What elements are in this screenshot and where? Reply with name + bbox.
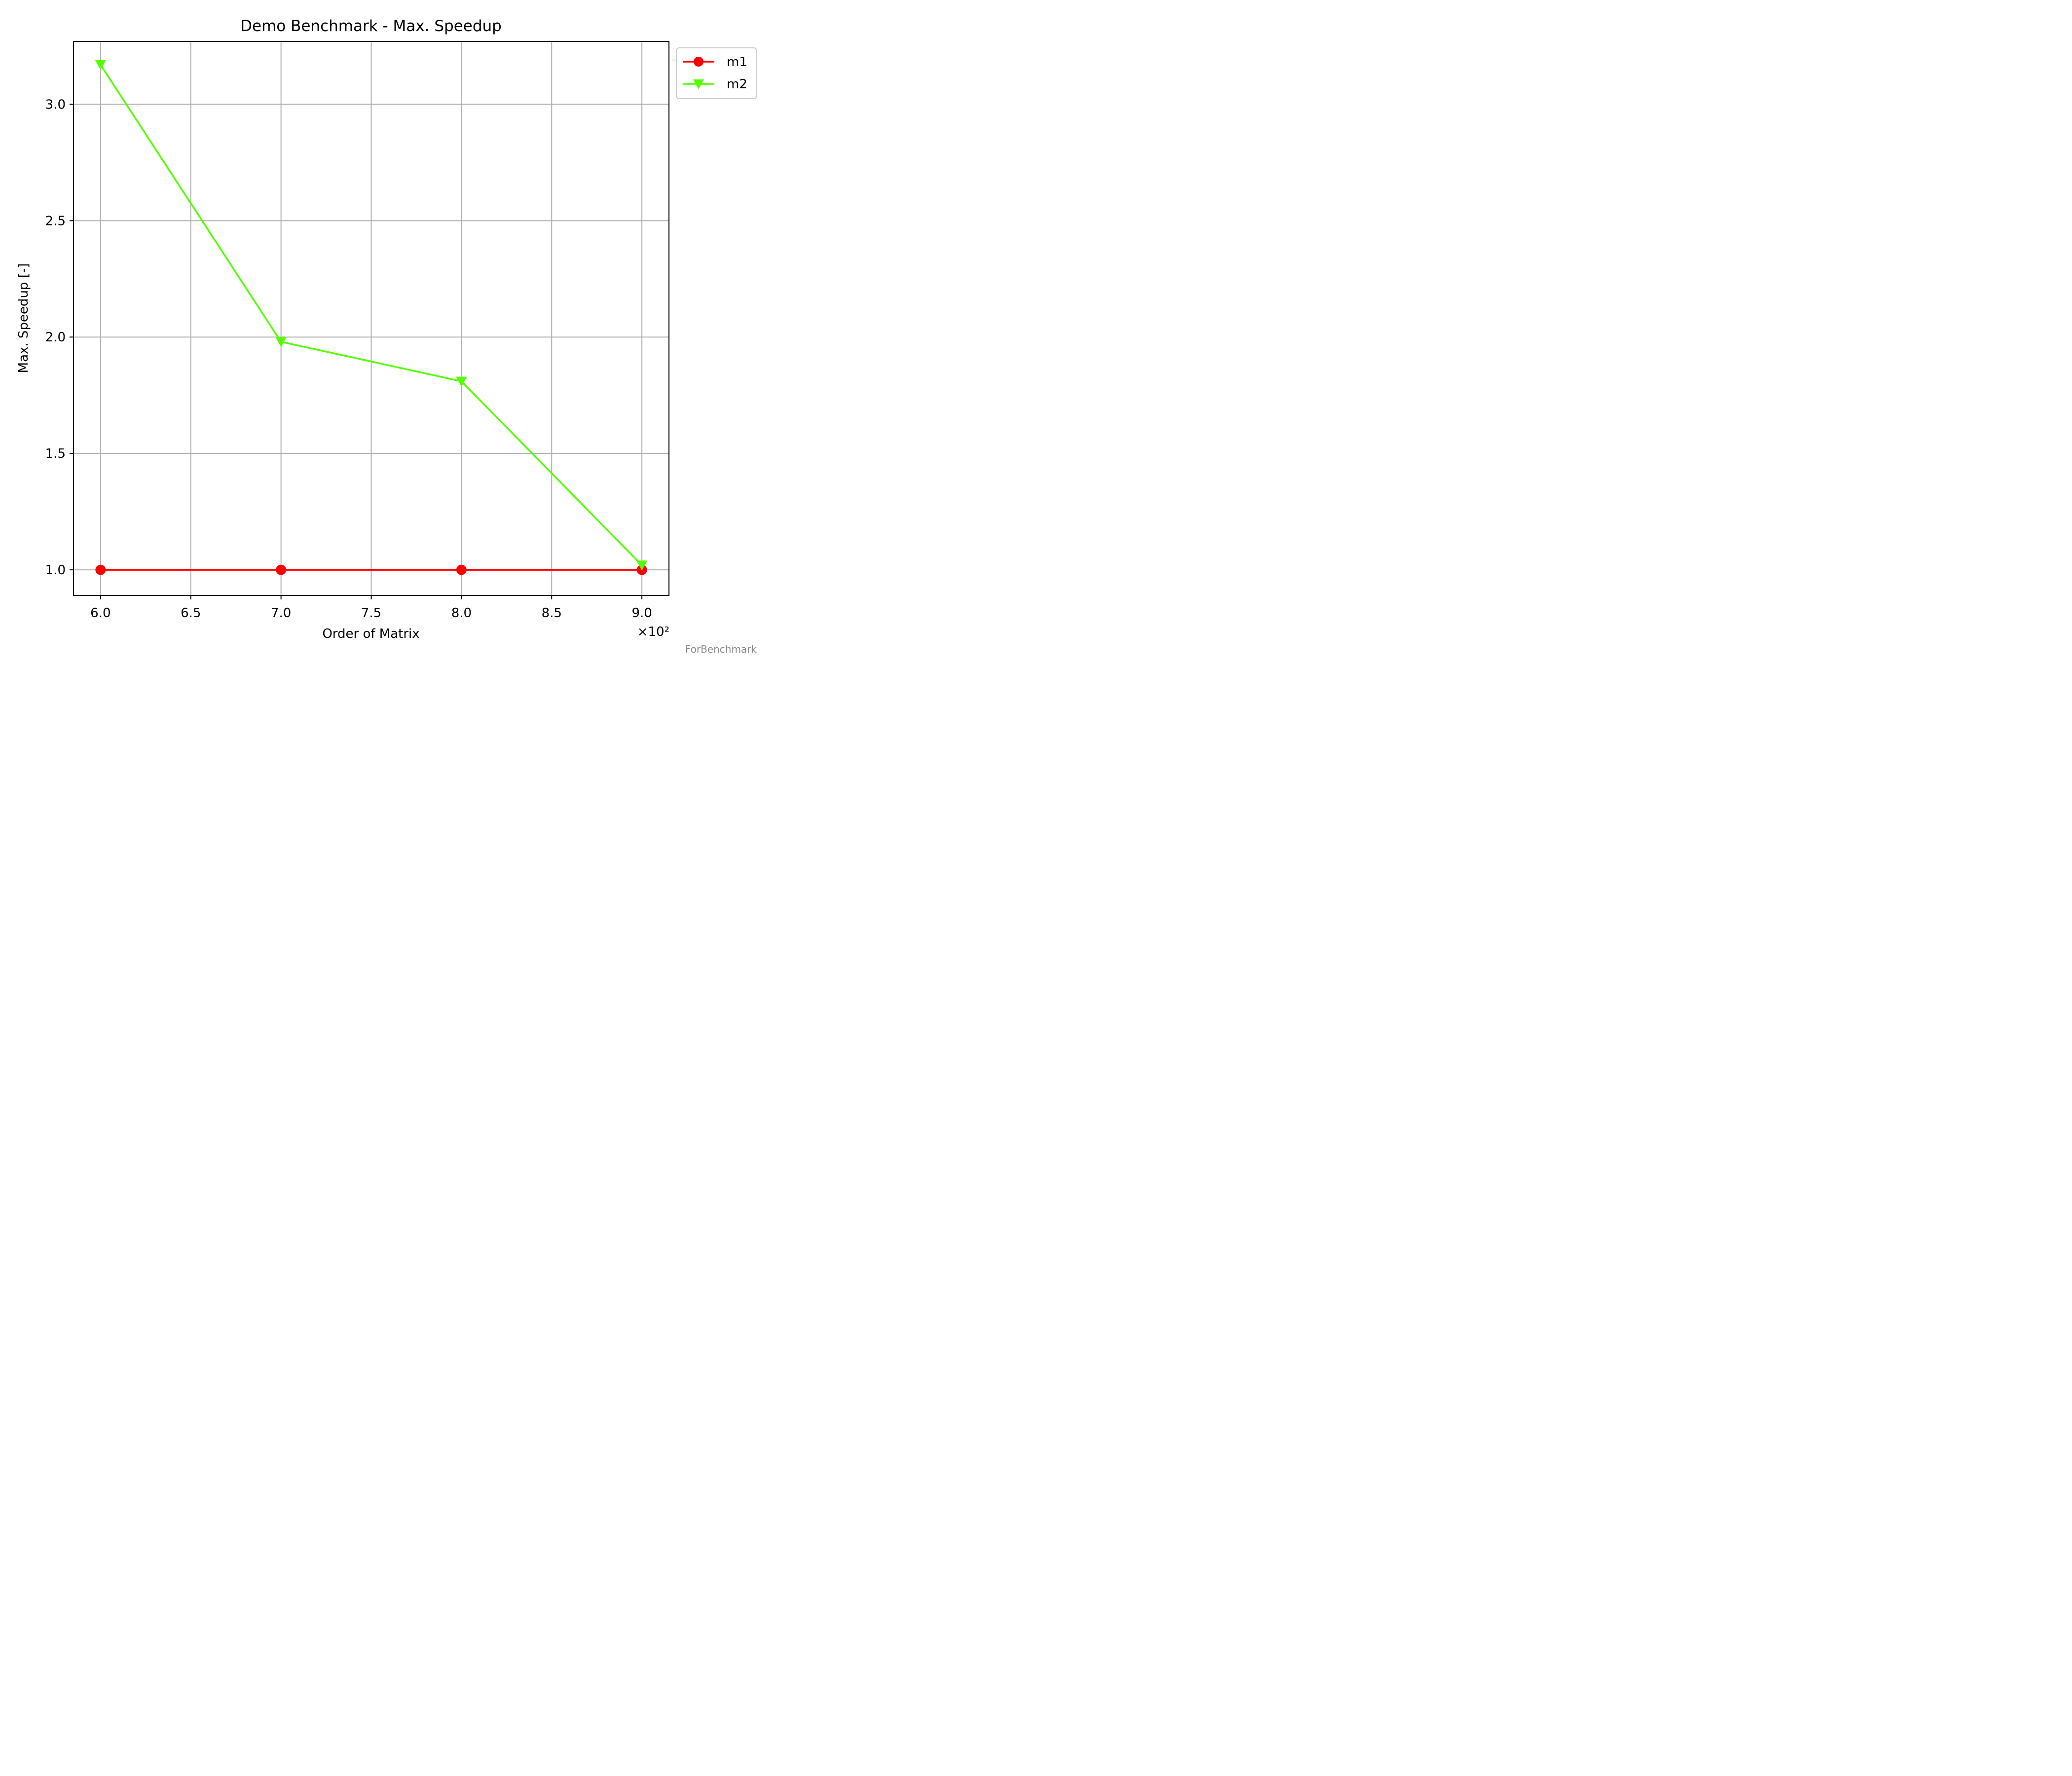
y-tick-label: 2.5 (45, 214, 66, 228)
grid-layer (74, 41, 669, 595)
x-tick-label: 6.5 (181, 606, 201, 621)
legend-m1-label: m1 (727, 55, 747, 70)
x-tick-label: 8.0 (451, 606, 472, 621)
series-m2-point (636, 560, 648, 571)
x-tick-label: 6.0 (90, 606, 111, 621)
series-m1-point (276, 564, 287, 575)
x-tick-label: 7.5 (361, 606, 381, 621)
x-axis-ticks: 6.0 6.5 7.0 7.5 8.0 8.5 9.0 (90, 595, 652, 621)
legend-m2-marker (693, 79, 704, 89)
y-tick-label: 2.0 (45, 330, 66, 345)
y-axis-ticks: 1.0 1.5 2.0 2.5 3.0 (45, 97, 74, 578)
legend: m1 m2 (676, 47, 757, 99)
y-axis-title: Max. Speedup [-] (16, 263, 31, 373)
series-m2-line (100, 64, 643, 566)
series-m1-point (95, 564, 106, 575)
x-axis-scale-label: ×10² (637, 625, 669, 639)
legend-m1-marker (694, 57, 703, 67)
series-m2-point (95, 60, 106, 71)
series-m2-point (275, 337, 287, 347)
series-m1-point (456, 564, 467, 575)
x-tick-label: 8.5 (542, 606, 562, 621)
chart: Demo Benchmark - Max. Speedup 6.0 6.5 7.0 7… (0, 0, 768, 658)
x-tick-label: 7.0 (271, 606, 291, 621)
y-tick-label: 1.0 (45, 563, 66, 578)
watermark: ForBenchmark (685, 643, 757, 655)
x-tick-label: 9.0 (631, 606, 652, 621)
legend-m2-label: m2 (727, 77, 747, 92)
y-tick-label: 1.5 (45, 446, 66, 461)
x-axis-title: Order of Matrix (322, 627, 419, 641)
series-m2-point (456, 376, 467, 387)
series-layer (95, 60, 648, 575)
chart-title: Demo Benchmark - Max. Speedup (240, 17, 502, 35)
y-tick-label: 3.0 (45, 97, 66, 112)
